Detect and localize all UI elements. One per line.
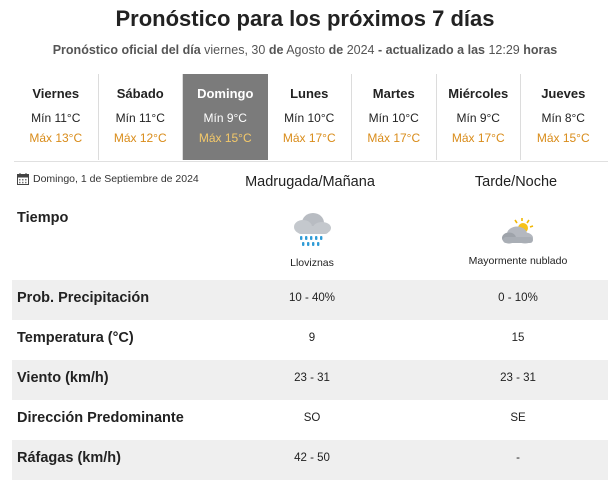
row-label: Prob. Precipitación	[17, 290, 150, 306]
table-row-wind: Viento (km/h) 23 - 31 23 - 31	[12, 360, 608, 400]
cell-morning: SO	[303, 412, 321, 424]
row-label: Dirección Predominante	[17, 410, 184, 426]
day-tab-miercoles[interactable]: Miércoles Mín 9°C Máx 17°C	[437, 74, 521, 160]
cell-morning: 9	[308, 332, 316, 344]
table-row-gusts: Ráfagas (km/h) 42 - 50 -	[12, 440, 608, 480]
day-tab-martes[interactable]: Martes Mín 10°C Máx 17°C	[352, 74, 437, 160]
selected-date: Domingo, 1 de Septiembre de 2024	[17, 173, 199, 185]
cell-morning: 42 - 50	[294, 452, 330, 464]
weather-afternoon: Mayormente nublado	[430, 216, 606, 267]
row-label: Tiempo	[17, 210, 69, 226]
day-tab-sabado[interactable]: Sábado Mín 11°C Máx 12°C	[99, 74, 183, 160]
page-title: Pronóstico para los próximos 7 días	[115, 6, 495, 31]
cell-afternoon: 0 - 10%	[498, 292, 538, 304]
cell-afternoon: SE	[510, 412, 526, 424]
row-label: Viento (km/h)	[17, 370, 109, 386]
column-header-morning: Madrugada/Mañana	[245, 174, 375, 190]
forecast-subtitle: Pronóstico oficial del día viernes, 30 d…	[52, 43, 558, 57]
selected-date-text: Domingo, 1 de Septiembre de 2024	[33, 173, 199, 185]
drizzle-cloud-icon	[294, 213, 331, 246]
day-tab-lunes[interactable]: Lunes Mín 10°C Máx 17°C	[268, 74, 352, 160]
mostly-cloudy-icon	[502, 218, 534, 244]
weather-description: Lloviznas	[290, 257, 334, 269]
day-selector: Viernes Mín 11°C Máx 13°C Sábado Mín 11°…	[14, 74, 608, 160]
column-header-afternoon: Tarde/Noche	[474, 174, 558, 190]
cell-morning: 23 - 31	[294, 372, 330, 384]
weather-morning: Lloviznas	[224, 210, 400, 269]
cell-morning: 10 - 40%	[288, 292, 336, 304]
table-row-temperature: Temperatura (°C) 9 15	[12, 320, 608, 360]
table-row-direction: Dirección Predominante SO SE	[12, 400, 608, 440]
cell-afternoon: 15	[511, 332, 525, 344]
table-row-precipitation: Prob. Precipitación 10 - 40% 0 - 10%	[12, 280, 608, 320]
day-tab-jueves[interactable]: Jueves Mín 8°C Máx 15°C	[536, 86, 590, 145]
weather-description: Mayormente nublado	[468, 255, 568, 267]
divider	[14, 161, 608, 162]
row-label: Ráfagas (km/h)	[17, 450, 121, 466]
day-tab-domingo[interactable]: Domingo Mín 9°C Máx 15°C	[183, 74, 268, 160]
calendar-icon	[17, 173, 29, 185]
cell-afternoon: -	[516, 452, 520, 464]
weather-row: Tiempo Lloviznas	[12, 200, 608, 276]
row-label: Temperatura (°C)	[17, 330, 134, 346]
cell-afternoon: 23 - 31	[500, 372, 536, 384]
day-tab-viernes[interactable]: Viernes Mín 11°C Máx 13°C	[14, 74, 99, 160]
